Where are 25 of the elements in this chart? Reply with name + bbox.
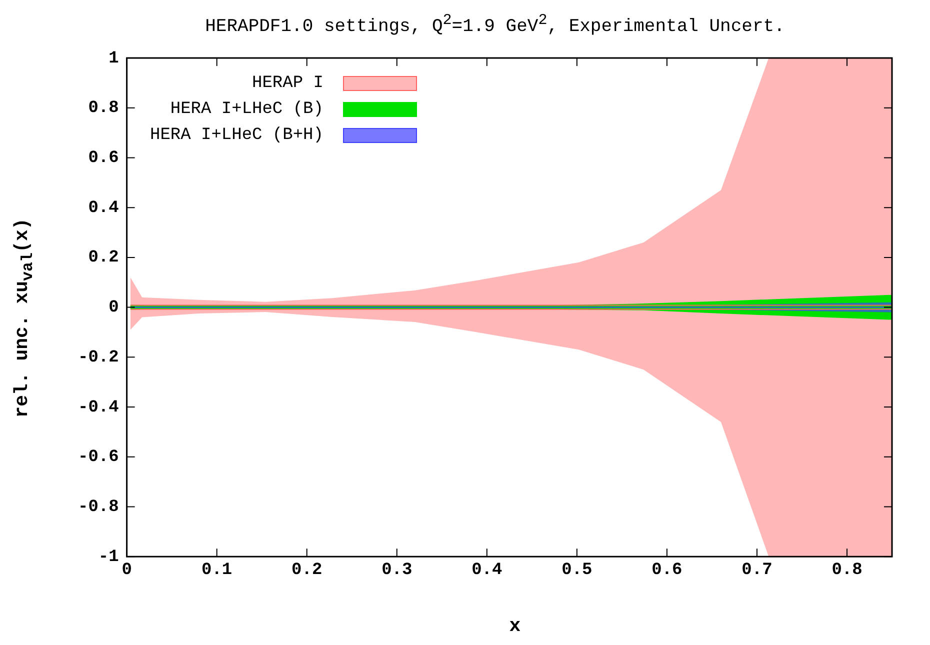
y-tick-label: 1 — [108, 49, 119, 68]
y-tick-label: -0.6 — [78, 448, 119, 468]
legend-label: HERA I+LHeC (B+H) — [150, 126, 324, 144]
y-tick-label: -1 — [98, 548, 119, 567]
x-tick-label: 0.2 — [292, 561, 322, 580]
y-tick-label: 0.8 — [88, 99, 119, 118]
y-tick-label: 0 — [108, 298, 119, 318]
legend-label: HERA I+LHeC (B) — [170, 100, 324, 118]
legend-label: HERAP I — [252, 74, 324, 92]
y-tick-label: -0.4 — [78, 398, 119, 418]
x-tick-label: 0.7 — [742, 561, 772, 580]
x-tick-label: 0.6 — [652, 561, 682, 580]
x-tick-label: 0.8 — [832, 561, 862, 580]
x-axis-title: x — [508, 615, 522, 637]
x-tick-label: 0.1 — [202, 561, 232, 580]
x-tick-label: 0.5 — [562, 561, 592, 580]
x-tick-label: 0.4 — [472, 561, 502, 580]
y-tick-label: 0.6 — [88, 149, 119, 168]
y-tick-label: 0.4 — [88, 198, 119, 218]
y-tick-label: -0.8 — [78, 498, 119, 518]
chart-title: HERAPDF1.0 settings, Q$^{2}$=1.9 GeV$^{2}$, Experimental Uncert. — [204, 12, 786, 37]
x-tick-label: 0.3 — [382, 561, 412, 580]
x-tick-label: 0 — [122, 561, 132, 580]
y-tick-label: 0.2 — [88, 248, 119, 268]
y-tick-label: -0.2 — [78, 348, 119, 368]
